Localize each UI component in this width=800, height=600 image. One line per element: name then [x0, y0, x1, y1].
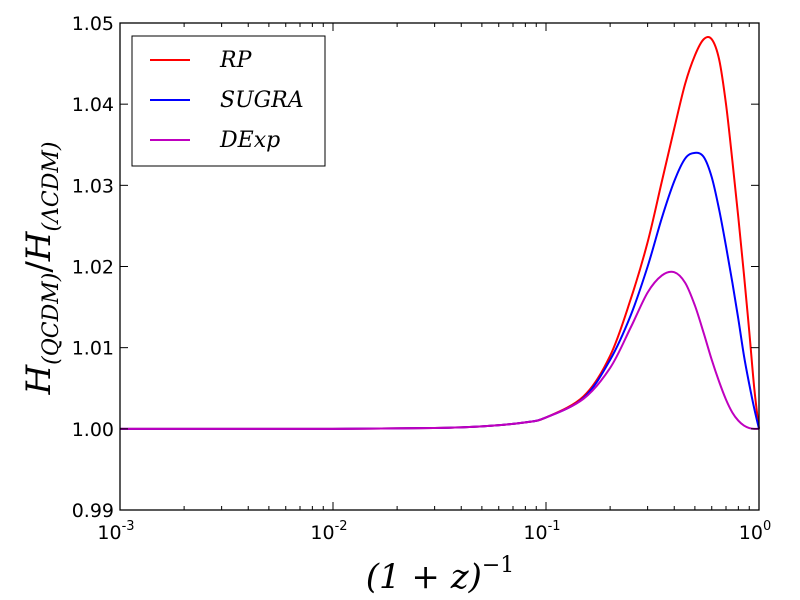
legend-entry-sugra: SUGRA	[150, 88, 304, 113]
x-label-sup: −1	[482, 553, 514, 578]
y-label-num: H	[19, 364, 59, 396]
y-tick-label: 1.05	[72, 13, 114, 35]
y-tick-label: 1.02	[72, 257, 114, 279]
y-tick-label: 1.03	[72, 175, 114, 197]
x-tick-label: 10-1	[523, 519, 560, 544]
x-label-base: (1 + z)	[366, 557, 482, 597]
y-label-num-sub: (QCDM)	[39, 273, 64, 365]
y-label-sep: /	[19, 261, 59, 273]
legend: RP SUGRA DExp	[131, 35, 326, 167]
x-tick-label: 10-2	[310, 519, 347, 544]
y-label-den: H	[19, 230, 59, 262]
x-axis-label: (1 + z)−1	[366, 553, 515, 597]
legend-entry-rp: RP	[150, 48, 253, 73]
series-line-dexp	[119, 270, 760, 430]
y-tick-label: 1.04	[72, 94, 114, 116]
y-tick-label: 0.99	[72, 500, 114, 522]
y-label-den-sub: (ΛCDM)	[39, 141, 64, 231]
legend-entry-dexp: DExp	[150, 128, 280, 153]
x-tick-label: 10-3	[97, 519, 134, 544]
legend-label-rp: RP	[219, 48, 253, 73]
series-layer	[119, 35, 760, 430]
legend-label-dexp: DExp	[219, 128, 280, 153]
tick-layer: 0.99 1.00 1.01 1.02 1.03 1.04 1.05 10-3 10-2 10-1…	[72, 13, 772, 544]
x-tick-label: 100	[739, 519, 771, 544]
plot-area: 0.99 1.00 1.01 1.02 1.03 1.04 1.05 10-3 10-2 10-1…	[72, 13, 772, 544]
y-tick-label: 1.01	[72, 338, 114, 360]
legend-label-sugra: SUGRA	[220, 88, 304, 113]
y-tick-label: 1.00	[72, 419, 114, 441]
y-axis-label: H(QCDM)/H(ΛCDM)	[19, 141, 64, 395]
